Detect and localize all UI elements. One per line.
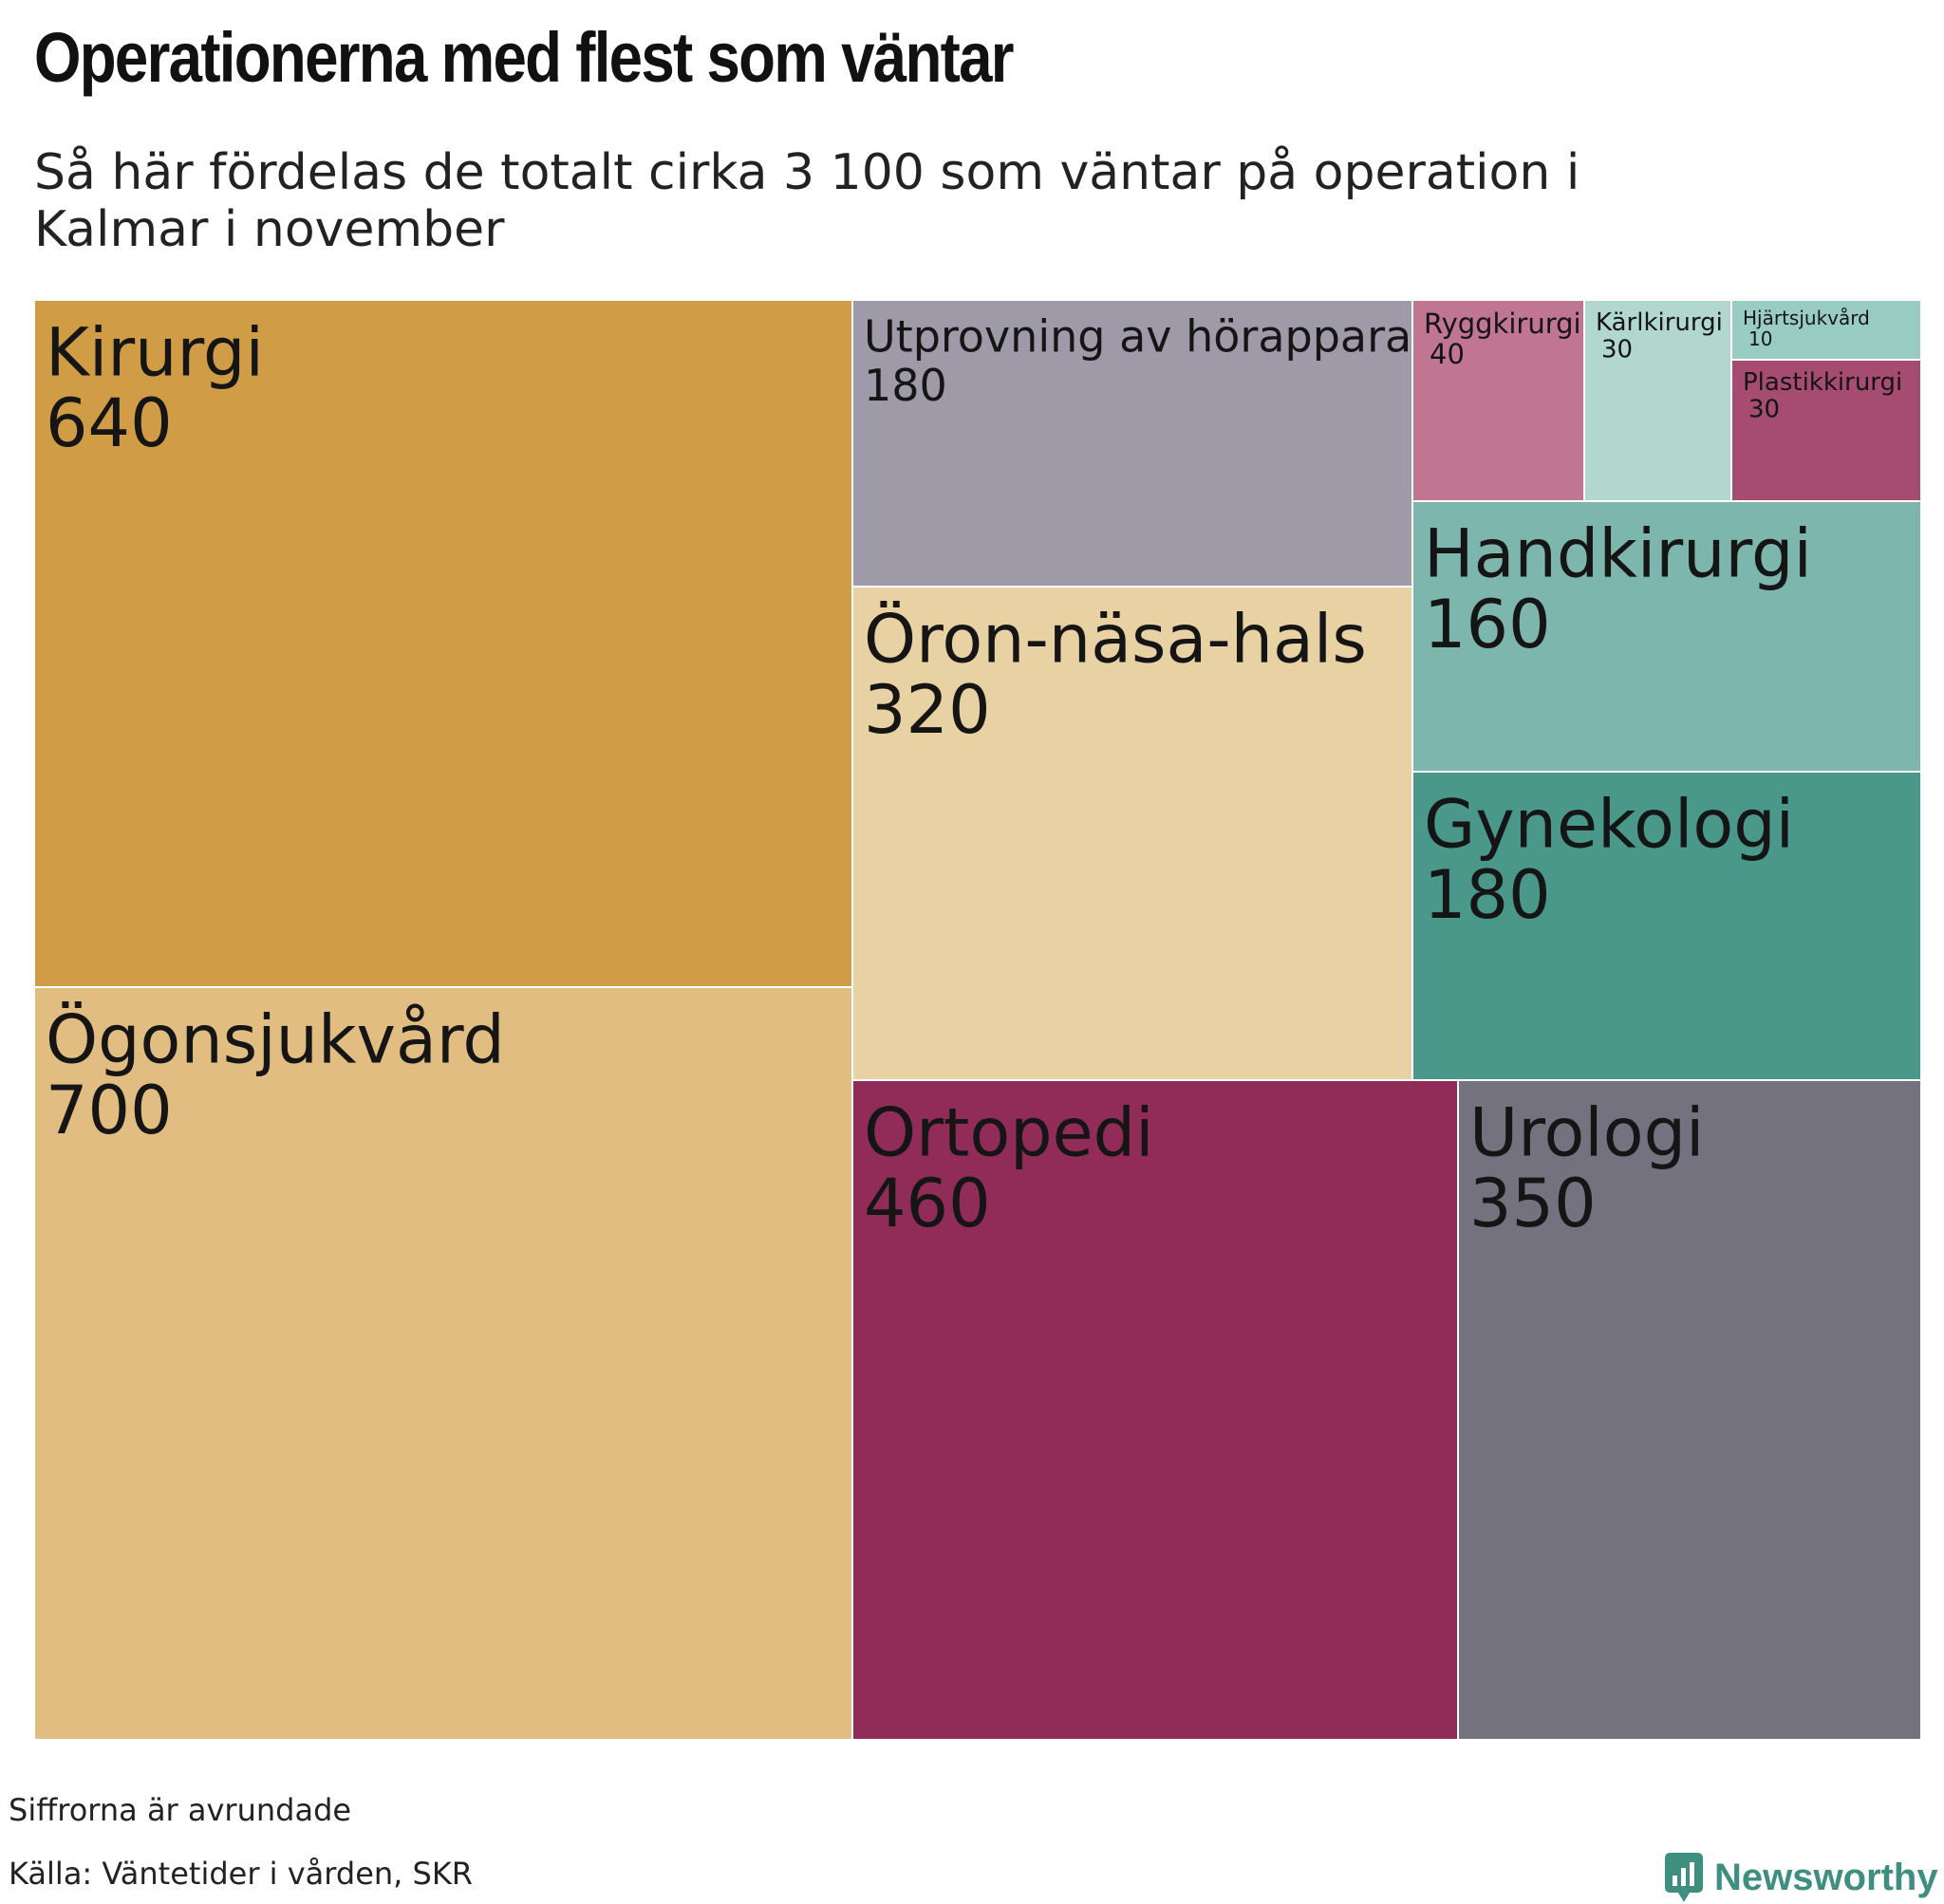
tile-rect (1457, 1079, 1922, 1741)
tile-label-value: 700 (46, 1072, 173, 1149)
tile-rect (1411, 500, 1922, 773)
tile-label-value: 10 (1748, 327, 1772, 350)
tile-label-name: Ortopedi (864, 1094, 1154, 1172)
tile-rect (1730, 299, 1922, 361)
tile-rect (1411, 771, 1922, 1081)
tile-label-value: 160 (1424, 586, 1551, 663)
tile-rect (1583, 299, 1732, 502)
tile-label-name: Handkirurgi (1424, 515, 1812, 593)
tile-label-name: Gynekologi (1424, 786, 1794, 864)
tile-label-name: Kärlkirurgi (1596, 308, 1723, 337)
tile-rect (851, 1079, 1459, 1741)
tile-label-value: 180 (864, 360, 947, 411)
brand-name: Newsworthy (1714, 1856, 1938, 1898)
tile-label-value: 350 (1469, 1165, 1597, 1242)
tile-label-name: Utprovning av hörapparat (864, 310, 1429, 362)
source-credit: Källa: Väntetider i vården, SKR (9, 1856, 474, 1892)
tile-label-value: 30 (1748, 396, 1780, 424)
tile-rect (1730, 359, 1922, 502)
tile-label-value: 40 (1430, 338, 1465, 370)
tile-label-name: Hjärtsjukvård (1743, 307, 1870, 329)
tile-label-value: 30 (1601, 336, 1633, 364)
tile-label-name: Kirurgi (46, 314, 264, 392)
tile-label-name: Ryggkirurgi (1424, 308, 1581, 340)
tile-label-name: Öron-näsa-hals (864, 601, 1367, 679)
tile-label-value: 180 (1424, 856, 1551, 934)
tile-label-name: Urologi (1469, 1094, 1704, 1172)
footnote-rounding: Siffrorna är avrundade (9, 1792, 352, 1828)
tile-label-value: 460 (864, 1165, 991, 1242)
tile-label-name: Ögonsjukvård (46, 1001, 505, 1079)
tile-rect (33, 986, 853, 1741)
newsworthy-chart-icon (1665, 1853, 1703, 1902)
chart-subtitle: Så här fördelas de totalt cirka 3 100 so… (34, 144, 1580, 258)
tile-rect (851, 586, 1413, 1081)
tile-label-value: 640 (46, 384, 173, 462)
tile-label-value: 320 (864, 671, 991, 749)
chart-title: Operationerna med flest som väntar (34, 18, 1015, 97)
tile-label-name: Plastikkirurgi (1743, 368, 1902, 397)
newsworthy-logo[interactable]: Newsworthy (1663, 1851, 1938, 1904)
